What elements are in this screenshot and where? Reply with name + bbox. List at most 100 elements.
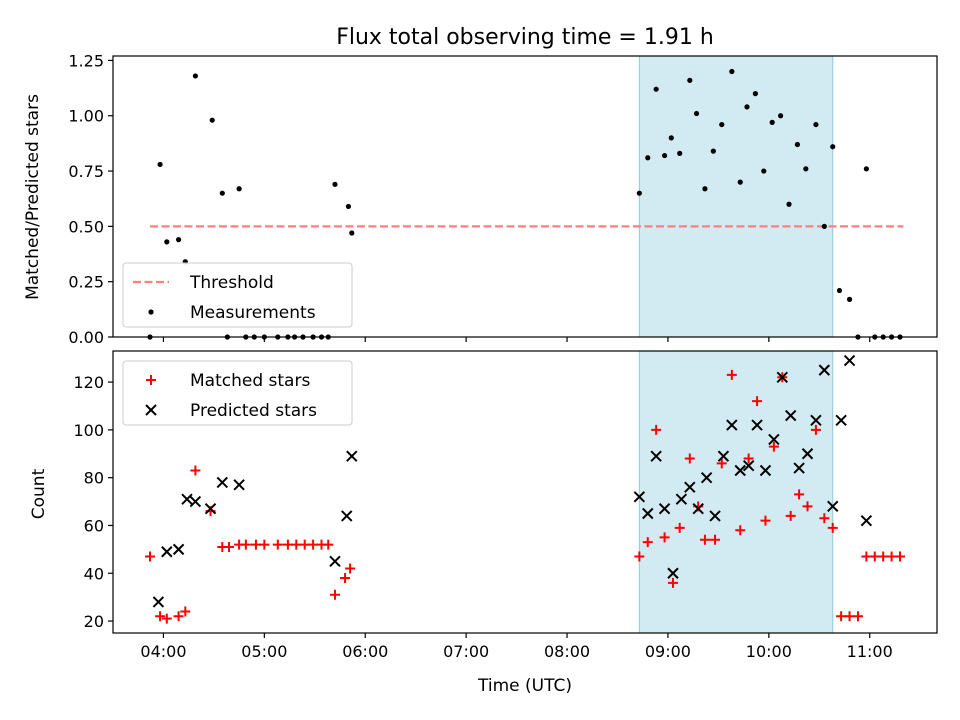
measurement-point	[846, 296, 853, 302]
measurement-point	[836, 287, 843, 294]
matched-star-point	[895, 551, 906, 562]
predicted-star-point	[692, 503, 704, 515]
matched-star-point	[250, 539, 261, 550]
matched-star-point	[785, 510, 796, 521]
legend-label: Predicted stars	[190, 401, 317, 421]
matched-star-point	[810, 424, 821, 435]
y-tick-label: 20	[84, 612, 104, 631]
predicted-star-point	[759, 464, 772, 477]
x-tick-label: 05:00	[241, 642, 287, 661]
predicted-star-point	[801, 448, 814, 460]
y-tick-label: 60	[84, 516, 104, 535]
y-tick-label: 0.50	[68, 217, 104, 236]
top-y-axis-label: Matched/Predicted stars	[23, 94, 43, 300]
legend-label: Matched stars	[190, 371, 310, 391]
legend-box	[122, 360, 353, 426]
matched-star-point	[155, 611, 166, 622]
bottom-y-axis-label: Count	[29, 468, 49, 519]
x-tick-label: 11:00	[847, 642, 893, 661]
predicted-star-point	[233, 479, 245, 491]
y-tick-label: 1.25	[68, 51, 104, 70]
matched-star-point	[760, 515, 771, 526]
y-tick-label: 1.00	[68, 107, 104, 126]
predicted-star-point	[675, 493, 688, 505]
matched-star-point	[802, 501, 813, 512]
matched-star-point	[308, 539, 319, 550]
measurement-point	[668, 135, 674, 141]
x-tick-label: 09:00	[645, 642, 691, 661]
measurement-point	[332, 181, 338, 187]
matched-star-point	[735, 525, 746, 536]
matched-star-point	[667, 577, 678, 588]
matched-star-point	[844, 611, 855, 622]
predicted-star-point	[827, 500, 839, 513]
legend-measurement-swatch	[148, 309, 154, 315]
matched-star-point	[340, 573, 351, 584]
matched-star-point	[144, 551, 155, 562]
measurement-point	[645, 155, 651, 161]
predicted-star-point	[346, 450, 358, 462]
matched-star-point	[659, 532, 670, 543]
matched-star-point	[345, 563, 356, 574]
matched-star-point	[674, 522, 685, 533]
x-axis-label: Time (UTC)	[477, 676, 572, 696]
measurement-point	[677, 150, 683, 156]
predicted-star-point	[189, 495, 202, 508]
measurement-point	[821, 223, 827, 229]
predicted-star-point	[818, 364, 831, 376]
legend-matched-swatch	[146, 375, 156, 385]
measurement-point	[719, 121, 725, 128]
matched-star-point	[819, 513, 830, 524]
y-tick-label: 120	[73, 373, 104, 392]
matched-star-point	[259, 539, 270, 550]
predicted-star-point	[650, 450, 662, 462]
x-tick-label: 10:00	[746, 642, 792, 661]
axes-frame	[112, 350, 938, 634]
matched-star-point	[716, 458, 727, 469]
predicted-star-point	[341, 510, 353, 522]
y-tick-label: 0.75	[68, 162, 104, 181]
predicted-star-point	[776, 371, 788, 383]
measurement-point	[219, 190, 225, 196]
legend: Threshold Measurements	[122, 262, 353, 328]
predicted-star-point	[161, 546, 173, 558]
x-tick-label: 06:00	[342, 642, 388, 661]
predicted-star-point	[667, 567, 679, 579]
predicted-star-point	[152, 596, 165, 608]
predicted-star-point	[768, 433, 780, 446]
measurement-point	[687, 77, 693, 83]
matched-star-point	[272, 539, 283, 550]
measurement-point	[710, 148, 716, 154]
matched-star-point	[161, 613, 172, 624]
top-panel: 0.00 0.25 0.50 0.75 1.00 1.25 Threshold Measure…	[68, 51, 938, 347]
y-tick-label: 0.00	[68, 328, 104, 347]
matched-star-point	[827, 522, 838, 533]
measurement-point	[863, 166, 869, 172]
matched-star-point	[173, 611, 184, 622]
measurement-point	[830, 144, 836, 150]
measurement-point	[175, 237, 182, 243]
matched-star-point	[329, 589, 340, 600]
matched-star-point	[190, 465, 201, 476]
measurement-point	[761, 168, 767, 174]
measurement-point	[813, 121, 819, 128]
legend: Matched stars Predicted stars	[122, 360, 353, 426]
bottom-panel: 20 40 60 80 100 120 04:00 05:00 06:00 07:00 08:00 0…	[73, 350, 938, 661]
legend-label: Measurements	[190, 303, 316, 323]
x-tick-label: 07:00	[443, 642, 489, 661]
chart-title: Flux total observing time = 1.91 h	[336, 25, 714, 50]
predicted-star-point	[633, 491, 646, 503]
predicted-star-point	[860, 514, 873, 527]
measurement-point	[157, 161, 163, 168]
measurement-point	[636, 190, 642, 196]
y-tick-label: 0.25	[68, 273, 104, 292]
predicted-star-point	[751, 419, 763, 431]
predicted-star-point	[700, 471, 713, 484]
predicted-star-point	[216, 476, 229, 489]
predicted-star-point	[684, 481, 696, 493]
matched-star-point	[726, 369, 737, 380]
highlight-span	[638, 55, 834, 338]
measurement-point	[786, 201, 792, 207]
predicted-star-point	[784, 409, 797, 422]
predicted-star-point	[810, 414, 822, 427]
